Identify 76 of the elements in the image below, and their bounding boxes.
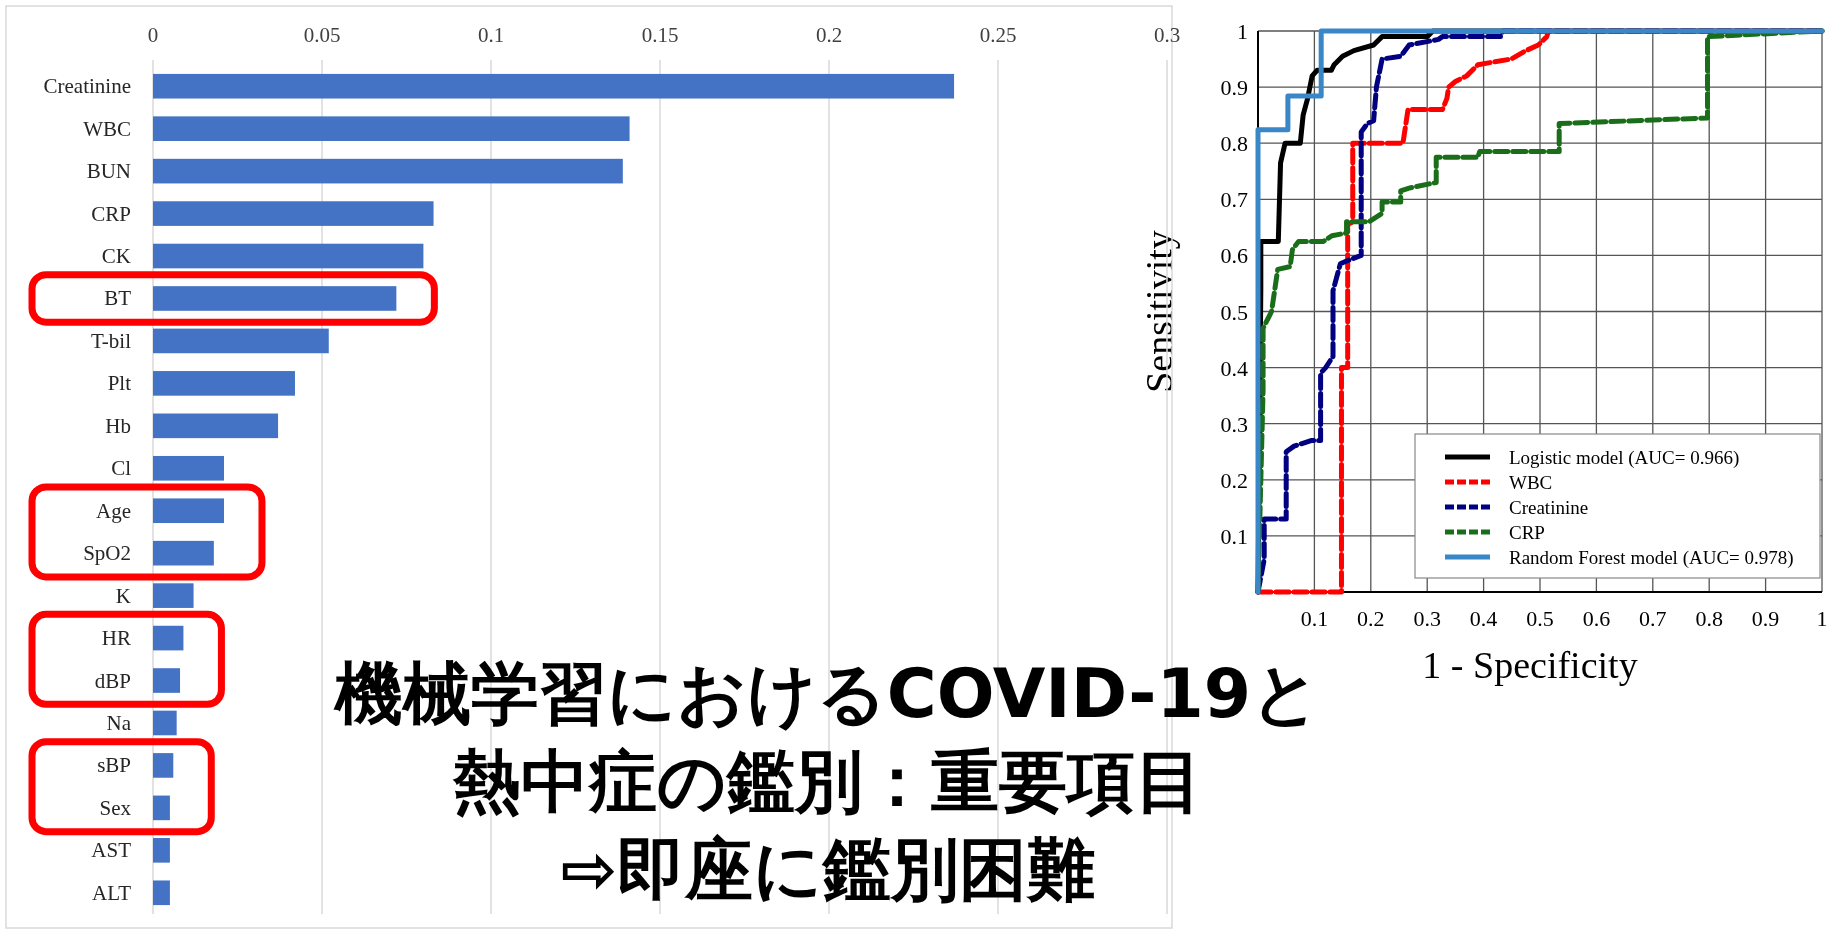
x-tick-label: 0.1 (477, 23, 505, 47)
y-tick-label: SpO2 (83, 541, 131, 566)
x-tick-label: 0.3 (1413, 606, 1441, 631)
annotation: ⇨即座に鑑別困難 (560, 830, 1096, 909)
x-axis-title: 1 - Specificity (1422, 644, 1638, 686)
legend-label: WBC (1509, 472, 1553, 493)
bar (153, 498, 224, 524)
y-tick-label: 0.1 (1220, 523, 1248, 549)
bar (153, 880, 170, 906)
bar (153, 583, 194, 608)
bar (153, 371, 295, 396)
x-tick-label: 0.7 (1639, 606, 1667, 631)
y-axis-title: Sensitivity (1138, 230, 1180, 393)
bar (153, 116, 630, 141)
y-tick-label: 0.5 (1220, 299, 1248, 325)
bar (153, 838, 170, 863)
y-tick-label: ALT (92, 880, 132, 905)
annotation: 機械学習におけるCOVID-19と (332, 654, 1322, 733)
x-tick-label: 0.15 (641, 23, 679, 47)
x-tick-label: 0.25 (979, 23, 1017, 47)
y-tick-label: CRP (91, 201, 131, 226)
x-tick-label: 0.1 (1300, 606, 1329, 631)
bar (153, 540, 214, 566)
bar (153, 328, 329, 354)
bar (153, 668, 181, 693)
bar (153, 73, 955, 99)
x-tick-label: 0.9 (1751, 606, 1780, 631)
y-tick-label: sBP (97, 753, 131, 778)
y-tick-label: AST (91, 838, 132, 863)
legend-label: CRP (1509, 522, 1545, 543)
y-tick-label: Creatinine (43, 74, 131, 99)
x-tick-label: 0.2 (1357, 606, 1385, 631)
legend-label: Random Forest model (AUC= 0.978) (1509, 547, 1794, 569)
x-tick-label: 0.05 (303, 23, 341, 47)
y-tick-label: BT (104, 286, 132, 311)
x-tick-label: 0.2 (815, 23, 843, 47)
y-tick-label: BUN (86, 159, 131, 184)
y-tick-label: 0.2 (1220, 467, 1248, 493)
x-tick-label: 0.8 (1695, 606, 1723, 631)
y-tick-label: 0.4 (1220, 355, 1248, 381)
y-tick-label: 0.8 (1220, 131, 1248, 157)
x-tick-label: 0.4 (1469, 606, 1498, 631)
x-tick-label: 1 (1816, 606, 1828, 631)
x-tick-label: 0 (147, 23, 159, 47)
bar (153, 413, 279, 439)
y-tick-label: Hb (105, 413, 131, 438)
y-tick-label: Age (96, 498, 131, 523)
y-tick-label: 0.3 (1220, 411, 1248, 437)
y-tick-label: K (115, 583, 131, 608)
y-tick-label: HR (101, 626, 131, 651)
bar (153, 625, 184, 651)
annotation: 熱中症の鑑別：重要項目 (452, 742, 1203, 821)
y-tick-label: 0.6 (1220, 243, 1248, 269)
bar (153, 201, 434, 226)
y-tick-label: Sex (99, 795, 132, 820)
bar (153, 710, 177, 736)
y-tick-label: Cl (111, 456, 132, 481)
x-tick-label: 0.5 (1526, 606, 1554, 631)
bar (153, 243, 424, 269)
y-tick-label: dBP (94, 668, 131, 693)
bar (153, 795, 170, 821)
bar (153, 158, 623, 184)
y-tick-label: Na (106, 710, 132, 735)
x-tick-label: 0.3 (1153, 23, 1181, 47)
y-tick-label: WBC (83, 116, 131, 141)
legend-label: Logistic model (AUC= 0.966) (1509, 447, 1740, 469)
bar (153, 455, 224, 481)
y-tick-label: Plt (107, 371, 132, 396)
y-tick-label: 0.7 (1220, 187, 1248, 213)
x-tick-label: 0.6 (1582, 606, 1611, 631)
y-tick-label: 0.9 (1220, 75, 1248, 101)
bar (153, 286, 397, 311)
y-tick-label: CK (101, 244, 131, 269)
y-tick-label: T-bil (90, 328, 132, 353)
legend-label: Creatinine (1509, 497, 1589, 518)
bar (153, 753, 174, 778)
